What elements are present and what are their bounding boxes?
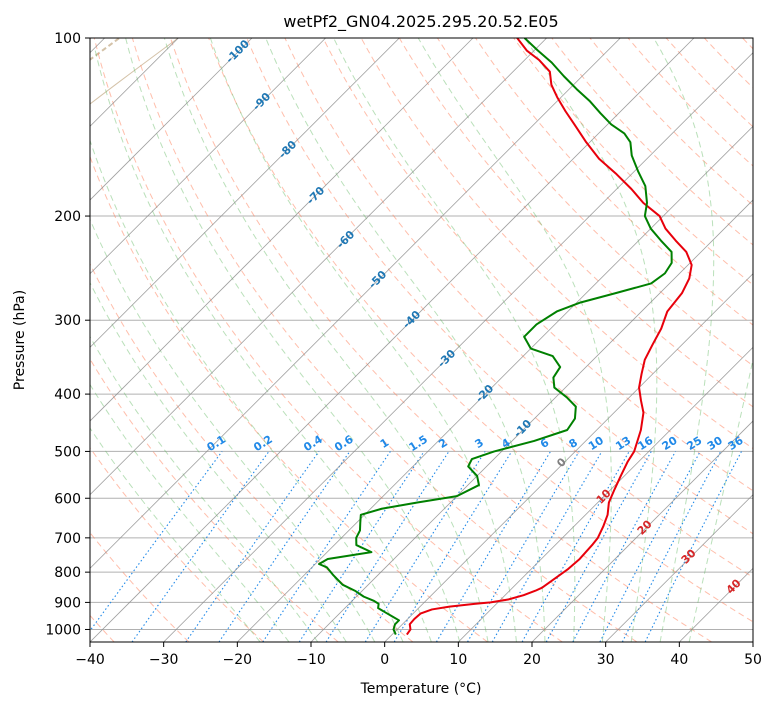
dry-adiabat-line xyxy=(170,38,713,642)
mixing-ratio-line xyxy=(644,451,742,642)
y-tick-label: 500 xyxy=(54,444,81,460)
isotherm-line xyxy=(90,38,547,496)
dry-adiabat-line xyxy=(90,358,339,642)
y-tick-label: 800 xyxy=(54,565,81,581)
plot-frame xyxy=(89,37,754,643)
dry-adiabat-line xyxy=(208,38,753,623)
moist-adiabat-line xyxy=(265,38,546,642)
isotherm-line xyxy=(458,346,753,642)
mixing-ratio-lines xyxy=(90,451,742,642)
isotherm-line xyxy=(90,38,326,275)
y-tick-label: 300 xyxy=(54,313,81,329)
moist-adiabat-line xyxy=(90,335,319,642)
dry-adiabat-line xyxy=(475,38,753,326)
mixing-ratio-line xyxy=(621,451,722,642)
x-tick-label: −10 xyxy=(296,652,326,668)
mixing-ratio-line xyxy=(185,451,320,642)
moist-adiabat-line xyxy=(90,138,404,642)
isotherm-line xyxy=(384,273,753,642)
x-tick-label: 10 xyxy=(449,652,467,668)
isotherm-line xyxy=(605,494,753,642)
x-axis-label: Temperature (°C) xyxy=(360,681,482,697)
y-axis-label: Pressure (hPa) xyxy=(12,290,28,390)
moist-adiabat-line xyxy=(90,281,347,642)
x-tick-label: 0 xyxy=(380,652,389,668)
y-tick-label: 400 xyxy=(54,387,81,403)
moist-adiabat-line xyxy=(94,50,432,642)
isotherms xyxy=(90,38,753,642)
y-tick-label: 600 xyxy=(54,491,81,507)
y-tick-label: 900 xyxy=(54,595,81,611)
x-tick-label: −20 xyxy=(223,652,253,668)
moist-adiabat-line xyxy=(125,38,461,642)
mixing-ratio-line xyxy=(218,451,351,642)
isotherm-line xyxy=(90,38,400,348)
dry-adiabat-line xyxy=(246,38,753,578)
isotherm-line xyxy=(90,38,253,201)
isotherm-line xyxy=(163,52,753,642)
mixing-ratio-line xyxy=(325,451,450,642)
moist-adiabats xyxy=(90,38,753,642)
chart-title: wetPf2_GN04.2025.295.20.52.E05 xyxy=(283,12,558,32)
dry-adiabats xyxy=(90,38,753,642)
isotherm-line xyxy=(237,125,753,642)
y-axis: 100 200 300 400 500 600 700 800 900 1000 xyxy=(45,31,90,638)
profile-lines xyxy=(318,38,693,636)
y-tick-label: 100 xyxy=(54,31,81,47)
moist-adiabat-line xyxy=(688,357,753,642)
y-tick-label: 700 xyxy=(54,531,81,547)
x-tick-label: −30 xyxy=(149,652,179,668)
moist-adiabat-line xyxy=(653,38,715,642)
mixing-ratio-line xyxy=(298,451,425,642)
dry-adiabat-line xyxy=(513,38,753,286)
moist-adiabat-line xyxy=(163,38,489,642)
mixing-ratio-line xyxy=(521,451,630,642)
mixing-ratio-line xyxy=(545,451,652,642)
x-tick-label: 20 xyxy=(523,652,541,668)
moist-adiabat-line xyxy=(209,38,517,642)
dewpoint-profile-line xyxy=(318,38,673,635)
isotherm-line xyxy=(90,38,695,642)
temperature-profile-line xyxy=(406,38,693,636)
moist-adiabat-line xyxy=(417,38,612,642)
mixing-ratio-line xyxy=(572,451,677,642)
x-tick-label: 50 xyxy=(744,652,762,668)
dry-adiabat-line xyxy=(322,38,753,492)
y-tick-label: 200 xyxy=(54,209,81,225)
x-tick-label: −40 xyxy=(75,652,105,668)
isotherm-line xyxy=(90,38,621,569)
x-axis: −40 −30 −20 −10 0 10 20 30 40 50 xyxy=(75,642,762,668)
moist-adiabat-line xyxy=(90,427,261,642)
dry-adiabat-line xyxy=(131,38,638,642)
isotherm-line xyxy=(531,420,753,642)
moist-adiabat-line xyxy=(90,218,376,642)
isotherm-line xyxy=(310,199,753,642)
y-tick-label: 1000 xyxy=(45,622,81,638)
mixing-ratio-line xyxy=(393,451,513,642)
moist-adiabat-line xyxy=(524,38,658,642)
mixing-ratio-line xyxy=(90,451,223,632)
isotherm-line xyxy=(90,38,474,422)
moist-adiabat-line xyxy=(90,383,290,642)
x-tick-label: 30 xyxy=(597,652,615,668)
moist-adiabat-line xyxy=(333,38,576,642)
mixing-ratio-line xyxy=(262,451,391,642)
dry-adiabat-line xyxy=(284,38,753,535)
x-tick-label: 40 xyxy=(670,652,688,668)
dry-adiabat-line xyxy=(90,262,414,642)
chart-grid xyxy=(90,38,753,630)
dry-adiabat-line xyxy=(90,446,264,642)
